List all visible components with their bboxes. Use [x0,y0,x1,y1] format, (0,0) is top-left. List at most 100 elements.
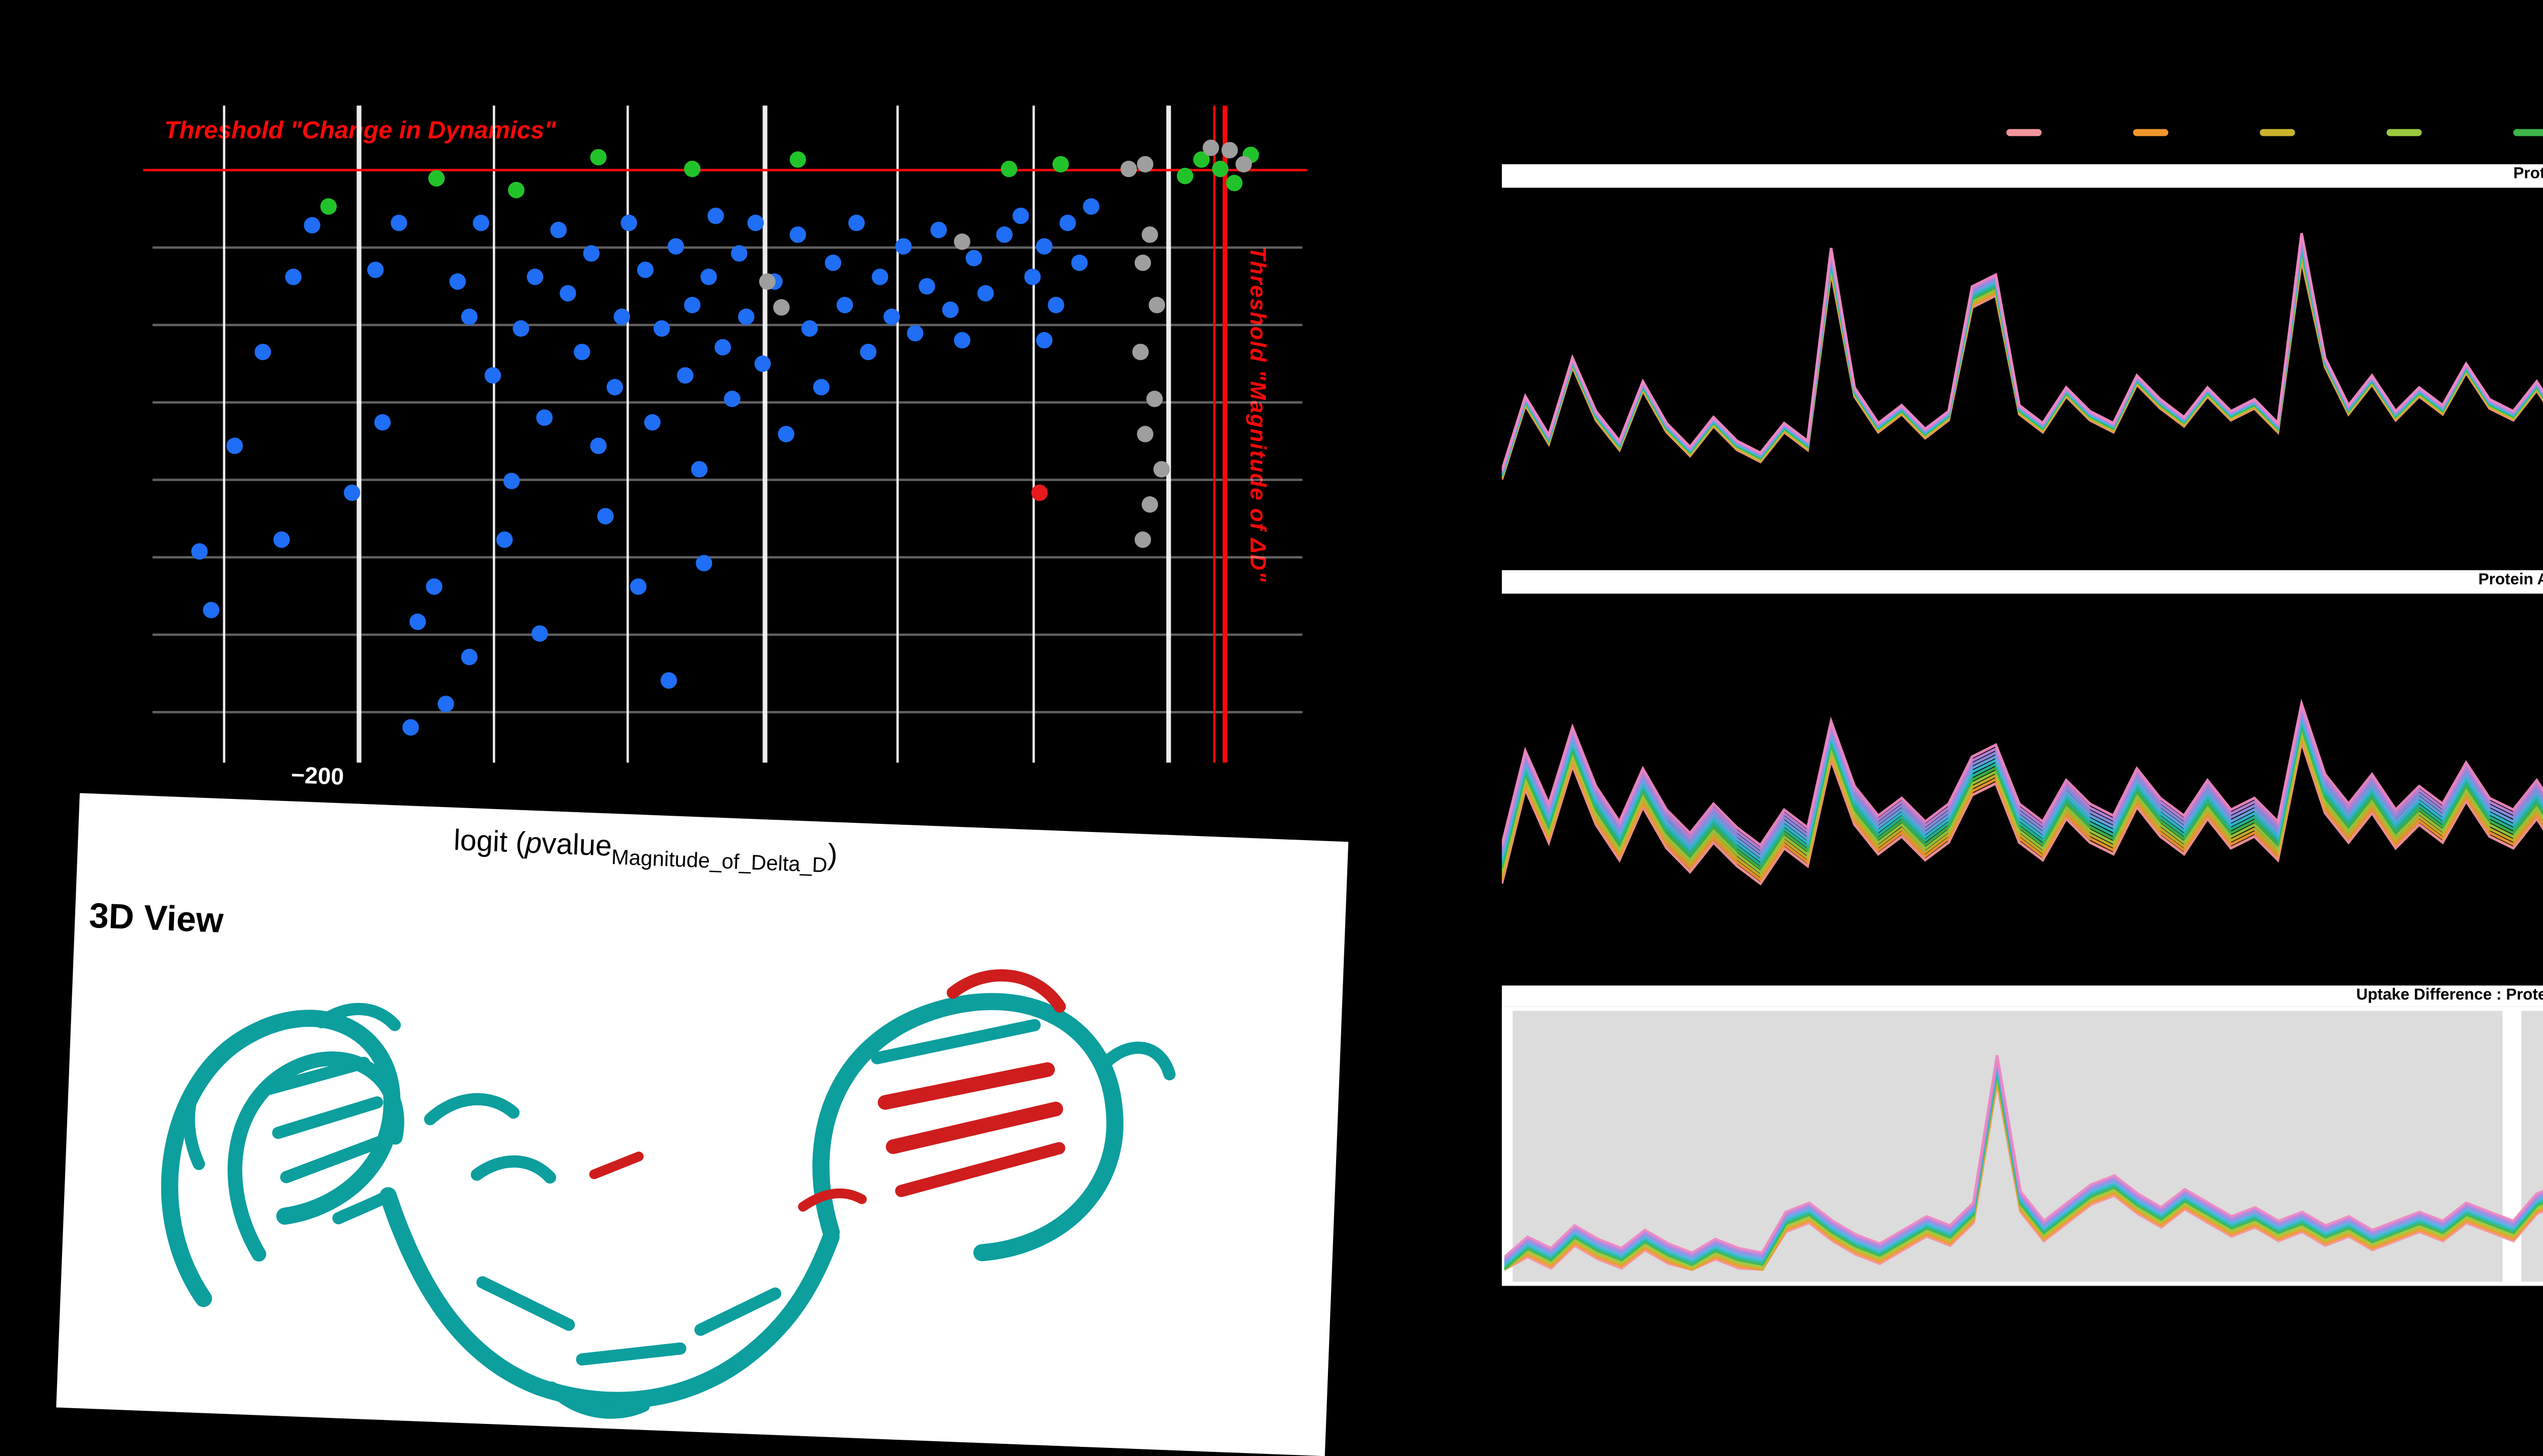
volcano-point-gray[interactable] [1134,531,1151,548]
volcano-point-blue[interactable] [1059,215,1076,231]
volcano-point-green[interactable] [1001,160,1018,177]
volcano-point-blue[interactable] [644,414,661,431]
volcano-point-blue[interactable] [503,472,520,489]
volcano-point-blue[interactable] [684,297,700,314]
volcano-point-gray[interactable] [759,273,776,290]
volcano-point-blue[interactable] [597,508,614,525]
volcano-point-blue[interactable] [512,320,529,337]
volcano-point-blue[interactable] [559,285,576,302]
volcano-point-blue[interactable] [273,531,290,548]
volcano-point-blue[interactable] [343,484,360,501]
volcano-point-blue[interactable] [696,554,713,571]
volcano-point-blue[interactable] [778,426,794,442]
volcano-point-blue[interactable] [977,285,993,302]
volcano-point-blue[interactable] [836,297,853,314]
volcano-point-blue[interactable] [191,543,208,560]
legend-swatch[interactable] [2513,129,2543,137]
volcano-point-blue[interactable] [931,221,948,238]
volcano-plot[interactable]: Threshold "Change in Dynamics" Threshold… [143,105,1307,763]
volcano-point-blue[interactable] [573,343,590,361]
volcano-point-blue[interactable] [715,339,731,356]
volcano-point-blue[interactable] [629,578,646,595]
volcano-point-green[interactable] [684,160,700,177]
threshold-line-magnitude[interactable] [1223,105,1227,763]
volcano-point-blue[interactable] [254,343,272,361]
uptake-chart-protein-a[interactable] [1501,188,2543,547]
volcano-point-green[interactable] [320,198,337,215]
volcano-point-gray[interactable] [1222,142,1238,159]
volcano-point-blue[interactable] [613,308,630,325]
volcano-point-blue[interactable] [737,308,754,325]
volcano-point-blue[interactable] [536,409,553,426]
volcano-point-blue[interactable] [226,437,243,454]
uptake-difference-chart[interactable] [1501,1005,2543,1285]
volcano-point-green[interactable] [508,182,524,199]
volcano-point-blue[interactable] [461,308,479,325]
volcano-point-blue[interactable] [1071,254,1088,271]
volcano-point-blue[interactable] [859,343,876,361]
volcano-point-blue[interactable] [1024,269,1041,285]
volcano-point-blue[interactable] [1012,207,1029,224]
protein-structure[interactable] [56,915,1344,1451]
volcano-point-blue[interactable] [813,379,830,396]
volcano-point-green[interactable] [1213,160,1229,177]
volcano-point-blue[interactable] [203,602,220,618]
volcano-point-blue[interactable] [583,245,600,262]
volcano-point-blue[interactable] [700,269,718,285]
volcano-point-blue[interactable] [367,261,384,278]
volcano-point-gray[interactable] [1136,156,1154,172]
volcano-point-gray[interactable] [1132,343,1149,361]
volcano-point-blue[interactable] [304,217,321,233]
volcano-point-gray[interactable] [1154,461,1171,478]
volcano-point-blue[interactable] [965,250,982,266]
volcano-point-gray[interactable] [1141,496,1158,513]
volcano-point-green[interactable] [1176,167,1194,184]
volcano-point-blue[interactable] [374,414,391,431]
volcano-point-blue[interactable] [284,269,301,285]
volcano-point-blue[interactable] [825,254,842,271]
volcano-point-blue[interactable] [1037,332,1053,348]
volcano-point-blue[interactable] [496,531,513,548]
volcano-point-gray[interactable] [1202,139,1219,156]
volcano-point-blue[interactable] [409,613,427,631]
volcano-point-blue[interactable] [918,278,935,295]
volcano-point-blue[interactable] [484,367,501,384]
volcano-point-blue[interactable] [883,308,900,325]
viewer-3d-panel[interactable]: logit (pvalueMagnitude_of_Delta_D) 3D Vi… [56,793,1349,1456]
volcano-point-green[interactable] [1226,174,1243,192]
volcano-point-blue[interactable] [667,237,684,255]
volcano-point-blue[interactable] [402,719,419,735]
volcano-point-blue[interactable] [660,672,677,689]
volcano-point-blue[interactable] [606,379,623,396]
threshold-line-magnitude[interactable] [1213,105,1216,763]
volcano-point-blue[interactable] [654,320,670,337]
volcano-point-blue[interactable] [461,648,479,665]
volcano-point-blue[interactable] [437,696,454,712]
volcano-point-green[interactable] [789,151,806,168]
volcano-point-blue[interactable] [473,215,490,231]
uptake-difference-chart-svg[interactable] [1504,1008,2543,1283]
volcano-point-green[interactable] [428,170,445,187]
volcano-point-blue[interactable] [637,261,654,278]
volcano-point-gray[interactable] [1141,226,1158,243]
legend-swatch[interactable] [2006,129,2042,137]
volcano-point-blue[interactable] [789,226,806,243]
uptake-chart-protein-a-ligand[interactable] [1501,593,2543,950]
volcano-point-blue[interactable] [848,215,865,231]
volcano-point-blue[interactable] [872,269,889,285]
volcano-point-blue[interactable] [724,390,741,407]
volcano-point-gray[interactable] [773,299,790,316]
volcano-point-green[interactable] [590,149,607,166]
volcano-point-blue[interactable] [906,324,923,341]
legend-swatch[interactable] [2133,129,2169,137]
volcano-point-blue[interactable] [801,320,817,337]
uptake-chart-protein-a-svg[interactable] [1501,188,2543,547]
volcano-point-blue[interactable] [954,332,970,348]
volcano-point-gray[interactable] [1120,160,1137,177]
volcano-point-blue[interactable] [1037,237,1053,255]
volcano-point-blue[interactable] [590,437,607,454]
legend-swatch[interactable] [2260,129,2295,137]
volcano-point-gray[interactable] [1136,426,1154,442]
volcano-point-gray[interactable] [1145,390,1163,407]
volcano-point-green[interactable] [1052,156,1070,172]
